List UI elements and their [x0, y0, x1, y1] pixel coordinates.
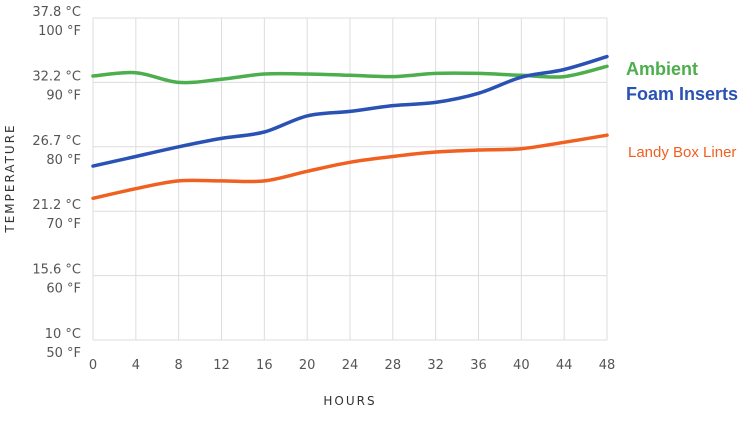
y-tick-label-celsius: 15.6 °C	[32, 263, 81, 278]
y-tick-label-celsius: 37.8 °C	[32, 5, 81, 20]
x-tick-label: 44	[556, 358, 573, 373]
y-tick-label-fahrenheit: 80 °F	[46, 153, 81, 168]
legend-label-ambient: Ambient	[626, 59, 698, 79]
x-tick-label: 12	[213, 358, 230, 373]
series-lines	[91, 54, 609, 201]
y-tick-label-celsius: 10 °C	[45, 327, 81, 342]
y-tick-label-celsius: 32.2 °C	[32, 69, 81, 84]
y-tick-label-fahrenheit: 100 °F	[38, 24, 81, 39]
y-tick-label-celsius: 26.7 °C	[32, 134, 81, 149]
x-tick-label: 8	[175, 358, 183, 373]
legend-label-landy-box-liner: Landy Box Liner	[628, 144, 736, 161]
y-tick-label-fahrenheit: 90 °F	[46, 88, 81, 103]
x-tick-label: 24	[342, 358, 359, 373]
series-line-foam-inserts	[91, 54, 609, 168]
x-tick-label: 28	[385, 358, 402, 373]
y-tick-label-celsius: 21.2 °C	[32, 198, 81, 213]
x-tick-label: 40	[513, 358, 530, 373]
y-axis-ticks: 10 °C 50 °F 15.6 °C 60 °F 21.2 °C 70 °F 26.7 °…	[32, 5, 81, 361]
x-axis-label: HOURS	[323, 394, 376, 408]
x-tick-label: 0	[89, 358, 97, 373]
y-tick-label-fahrenheit: 70 °F	[46, 217, 81, 232]
x-tick-label: 4	[132, 358, 140, 373]
grid	[92, 17, 608, 341]
y-tick-label-fahrenheit: 60 °F	[46, 282, 81, 297]
y-axis-label: TEMPERATURE	[3, 123, 17, 233]
legend: Ambient Foam Inserts Landy Box Liner	[626, 59, 738, 161]
x-axis-ticks: 0 4 8 12 16 20 24 28 32 36 40 44 48	[89, 358, 615, 373]
x-tick-label: 36	[470, 358, 487, 373]
legend-label-foam-inserts: Foam Inserts	[626, 84, 738, 104]
series-line-landy-box-liner	[91, 133, 609, 201]
x-tick-label: 16	[256, 358, 273, 373]
x-tick-label: 32	[427, 358, 444, 373]
series-line-ambient	[91, 64, 609, 85]
x-tick-label: 20	[299, 358, 316, 373]
x-tick-label: 48	[599, 358, 616, 373]
y-tick-label-fahrenheit: 50 °F	[46, 346, 81, 361]
